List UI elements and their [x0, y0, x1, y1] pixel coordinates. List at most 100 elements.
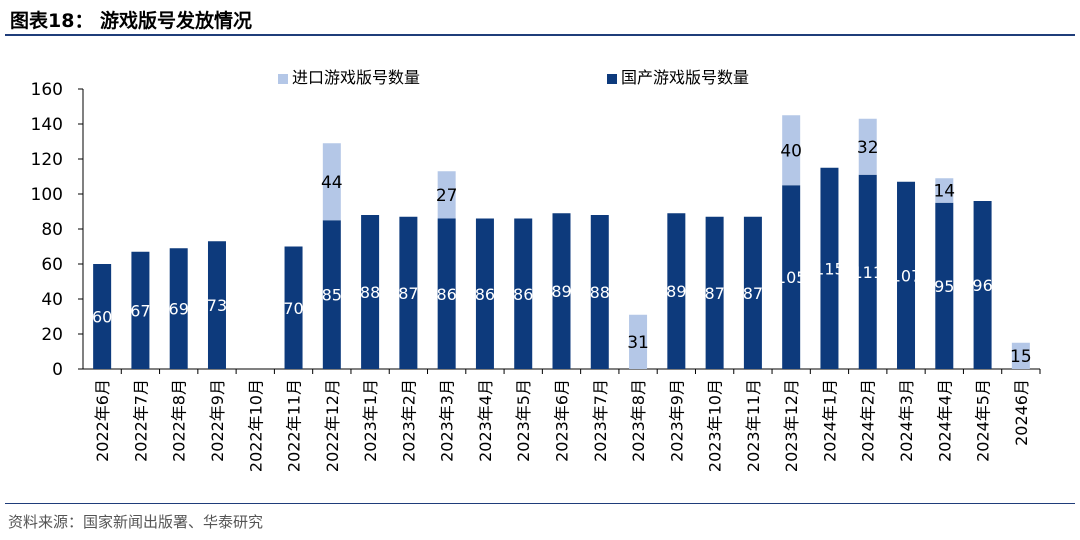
data-label-domestic: 88	[360, 283, 380, 302]
legend-swatch-domestic	[607, 73, 617, 84]
bar-imported	[782, 115, 801, 186]
x-tick-label: 2022年7月	[131, 379, 150, 462]
bar-domestic	[897, 181, 916, 369]
data-label-domestic: 88	[590, 283, 610, 302]
bar-domestic	[858, 174, 877, 369]
y-tick-label: 40	[41, 290, 63, 310]
data-label-domestic: 85	[322, 286, 342, 305]
data-label-domestic: 86	[436, 285, 456, 304]
data-label-imported: 31	[627, 333, 649, 353]
source-note: 资料来源：国家新闻出版署、华泰研究	[8, 513, 264, 531]
data-label-domestic: 115	[814, 259, 845, 278]
x-tick-label: 2023年2月	[399, 379, 418, 462]
y-tick-label: 100	[31, 185, 63, 205]
bar-imported	[322, 143, 341, 221]
x-tick-label: 2023年4月	[476, 379, 495, 462]
title-divider	[5, 34, 1075, 36]
bar-domestic	[475, 218, 494, 369]
bar-domestic	[322, 220, 341, 369]
bar-domestic	[973, 201, 992, 369]
x-tick-label: 20246月	[1012, 379, 1031, 446]
data-label-imported: 40	[780, 141, 802, 161]
data-label-domestic: 89	[551, 282, 571, 301]
bar-domestic	[399, 216, 418, 369]
data-label-domestic: 70	[283, 299, 303, 318]
legend-label-domestic: 国产游戏版号数量	[621, 68, 750, 87]
x-tick-label: 2023年3月	[438, 379, 457, 462]
x-tick-label: 2024年4月	[935, 379, 954, 462]
data-label-domestic: 67	[130, 301, 150, 320]
bar-domestic	[667, 213, 686, 369]
x-tick-label: 2022年6月	[93, 379, 112, 462]
y-tick-label: 80	[41, 220, 63, 240]
data-label-domestic: 87	[704, 284, 724, 303]
chart-title: 图表18： 游戏版号发放情况	[10, 10, 253, 32]
x-tick-label: 2023年7月	[591, 379, 610, 462]
legend-label-imported: 进口游戏版号数量	[292, 68, 421, 87]
bar-domestic	[743, 216, 762, 369]
bar-chart: 0 20 40 60 80 100 120 140 160 60 2022年6月 67 2022年7月 6…	[31, 80, 1041, 472]
bar-domestic	[169, 248, 188, 369]
x-tick-label: 2022年12月	[323, 379, 342, 472]
y-tick-label: 160	[31, 80, 63, 100]
bar-domestic	[131, 251, 150, 369]
bar-domestic	[820, 167, 839, 369]
bar-domestic	[361, 215, 380, 369]
x-tick-label: 2024年5月	[974, 379, 993, 462]
bar-imported	[1011, 342, 1030, 369]
bar-imported	[629, 314, 648, 369]
legend-swatch-imported	[278, 73, 288, 84]
y-tick-label: 0	[52, 360, 63, 380]
data-label-domestic: 69	[169, 300, 189, 319]
bar-domestic	[590, 215, 609, 369]
x-tick-label: 2022年9月	[208, 379, 227, 462]
data-label-domestic: 86	[513, 285, 533, 304]
data-label-imported: 14	[933, 182, 955, 202]
x-tick-label: 2023年11月	[744, 379, 763, 472]
bar-imported	[858, 118, 877, 175]
bar-domestic	[782, 185, 801, 369]
x-tick-label: 2022年8月	[170, 379, 189, 462]
legend-item-domestic: 国产游戏版号数量	[607, 64, 749, 88]
x-tick-label: 2023年10月	[706, 379, 725, 472]
x-tick-label: 2024年2月	[859, 379, 878, 462]
bar-imported	[437, 171, 456, 219]
bar-domestic	[93, 264, 112, 369]
bar-domestic	[284, 246, 303, 369]
data-label-imported: 15	[1010, 347, 1032, 367]
bar-domestic	[552, 213, 571, 369]
x-tick-label: 2024年1月	[820, 379, 839, 462]
data-label-domestic: 96	[972, 276, 992, 295]
data-label-domestic: 111	[852, 263, 883, 282]
data-label-domestic: 105	[776, 268, 807, 287]
data-label-domestic: 107	[891, 266, 922, 285]
x-tick-label: 2023年9月	[667, 379, 686, 462]
x-tick-label: 2023年6月	[553, 379, 572, 462]
y-tick-label: 20	[41, 325, 63, 345]
bar-domestic	[935, 202, 954, 369]
y-tick-label: 140	[31, 115, 63, 135]
bar-domestic	[705, 216, 724, 369]
bar-domestic	[514, 218, 533, 369]
x-tick-label: 2024年3月	[897, 379, 916, 462]
data-label-domestic: 89	[666, 282, 686, 301]
bar-imported	[935, 178, 954, 203]
data-label-domestic: 87	[743, 284, 763, 303]
y-tick-label: 60	[41, 255, 63, 275]
data-label-imported: 44	[321, 173, 343, 193]
x-tick-label: 2022年10月	[246, 379, 265, 472]
x-tick-label: 2022年11月	[285, 379, 304, 472]
x-tick-label: 2023年5月	[514, 379, 533, 462]
x-tick-label: 2023年8月	[629, 379, 648, 462]
y-tick-label: 120	[31, 150, 63, 170]
data-label-domestic: 86	[475, 285, 495, 304]
source-divider	[5, 503, 1075, 504]
data-label-imported: 27	[436, 186, 458, 206]
data-label-domestic: 87	[398, 284, 418, 303]
x-tick-label: 2023年12月	[782, 379, 801, 472]
data-label-imported: 32	[857, 138, 879, 158]
bar-domestic	[437, 218, 456, 369]
data-label-domestic: 95	[934, 277, 954, 296]
bar-domestic	[207, 241, 226, 369]
legend-item-imported: 进口游戏版号数量	[278, 64, 420, 88]
